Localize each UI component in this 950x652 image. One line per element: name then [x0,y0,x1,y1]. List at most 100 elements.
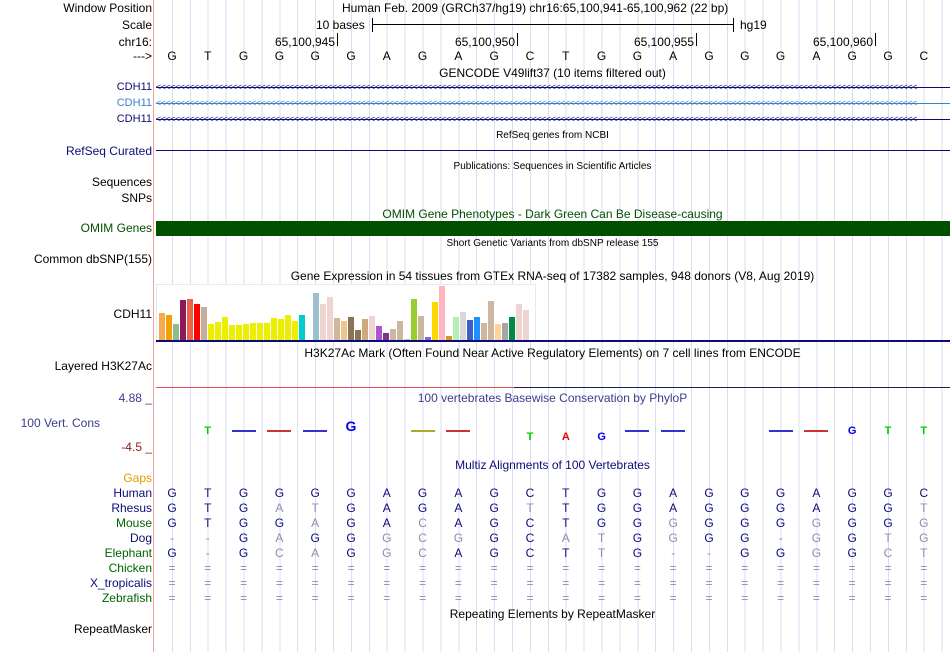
gtex-tissue-bar[interactable] [341,321,347,341]
gtex-tissue-bar[interactable] [376,326,382,341]
gtex-label[interactable]: CDH11 [113,307,152,321]
gtex-tissue-bar[interactable] [369,316,375,341]
gtex-tissue-bar[interactable] [215,321,221,341]
dbsnp-label[interactable]: Common dbSNP(155) [33,252,152,266]
refseq-label[interactable]: RefSeq Curated [65,144,152,158]
species-label[interactable]: Zebrafish [101,591,152,605]
aligned-base: - [170,531,174,545]
window-position[interactable]: Human Feb. 2009 (GRCh37/hg19) chr16:65,1… [342,1,729,15]
gtex-tissue-bar[interactable] [397,321,403,341]
gtex-tissue-bar[interactable] [467,320,473,341]
gtex-title[interactable]: Gene Expression in 54 tissues from GTEx … [290,269,815,283]
snps-label[interactable]: SNPs [121,191,152,205]
gtex-tissue-bar[interactable] [292,321,298,341]
gtex-tissue-bar[interactable] [222,316,228,341]
aligned-base: C [883,546,893,560]
species-label[interactable]: Chicken [108,561,152,575]
gtex-tissue-bar[interactable] [187,299,193,341]
gene-model[interactable]: <<<<<<<<<<<<<<<<<<<<<<<<<<<<<<<<<<<<<<<<… [156,113,950,125]
gtex-tissue-bar[interactable] [250,322,256,341]
gtex-tissue-bar[interactable] [509,316,515,341]
omim-title[interactable]: OMIM Gene Phenotypes - Dark Green Can Be… [382,207,723,221]
gene-label[interactable]: CDH11 [116,97,152,109]
gtex-tissue-bar[interactable] [516,304,522,341]
aligned-base: G [489,516,499,530]
gtex-tissue-bar[interactable] [313,293,319,341]
aligned-base: G [847,531,857,545]
gtex-tissue-bar[interactable] [159,312,165,341]
h3k27ac-label[interactable]: Layered H3K27Ac [54,359,152,373]
gtex-tissue-bar[interactable] [299,315,305,341]
h3k27ac-title[interactable]: H3K27Ac Mark (Often Found Near Active Re… [304,346,801,360]
gaps-label[interactable]: Gaps [123,471,152,485]
gtex-tissue-bar[interactable] [460,311,466,341]
gtex-tissue-bar[interactable] [320,304,326,341]
gtex-tissue-bar[interactable] [362,319,368,341]
species-label[interactable]: Mouse [115,516,152,530]
gene-label[interactable]: CDH11 [116,81,152,93]
gtex-tissue-bar[interactable] [474,316,480,341]
gencode-title[interactable]: GENCODE V49lift37 (10 items filtered out… [439,66,666,80]
omim-label[interactable]: OMIM Genes [80,221,152,235]
gtex-tissue-bar[interactable] [383,332,389,341]
gtex-tissue-bar[interactable] [495,323,501,341]
gtex-tissue-bar[interactable] [201,306,207,341]
gtex-tissue-bar[interactable] [439,286,445,341]
gtex-tissue-bar[interactable] [334,317,340,341]
repeatmasker-title[interactable]: Repeating Elements by RepeatMasker [449,607,656,621]
gtex-tissue-bar[interactable] [173,323,179,341]
gtex-tissue-bar[interactable] [180,299,186,341]
phylop-mark [625,430,650,432]
gtex-chart[interactable] [156,284,536,341]
gtex-tissue-bar[interactable] [208,323,214,341]
refseq-gene-line[interactable] [156,150,950,151]
gtex-tissue-bar[interactable] [278,319,284,341]
species-label[interactable]: Dog [129,531,152,545]
gtex-tissue-bar[interactable] [523,310,529,341]
gtex-tissue-bar[interactable] [257,322,263,341]
gtex-tissue-bar[interactable] [348,316,354,341]
gtex-tissue-bar[interactable] [425,337,431,341]
gtex-tissue-bar[interactable] [166,315,172,341]
aligned-base: G [167,516,177,530]
gtex-tissue-bar[interactable] [194,304,200,341]
gtex-tissue-bar[interactable] [432,301,438,341]
refseq-title[interactable]: RefSeq genes from NCBI [496,130,609,141]
gtex-tissue-bar[interactable] [418,316,424,341]
gtex-tissue-bar[interactable] [446,336,452,341]
species-label[interactable]: X_tropicalis [89,576,152,590]
gtex-tissue-bar[interactable] [502,322,508,341]
phylop-label[interactable]: 100 Vert. Cons [20,416,100,430]
aligned-base: C [525,516,535,530]
publications-title[interactable]: Publications: Sequences in Scientific Ar… [453,161,652,172]
multiz-title[interactable]: Multiz Alignments of 100 Vertebrates [455,458,650,472]
species-label[interactable]: Human [113,486,152,500]
gtex-tissue-bar[interactable] [271,317,277,341]
omim-feature[interactable] [156,221,950,236]
gene-model[interactable]: <<<<<<<<<<<<<<<<<<<<<<<<<<<<<<<<<<<<<<<<… [156,97,950,109]
gtex-tissue-bar[interactable] [411,299,417,341]
gtex-tissue-bar[interactable] [355,330,361,341]
gtex-tissue-bar[interactable] [488,300,494,341]
gtex-tissue-bar[interactable] [327,297,333,341]
gtex-tissue-bar[interactable] [229,325,235,341]
sequences-label[interactable]: Sequences [91,175,152,189]
gtex-tissue-bar[interactable] [481,322,487,341]
phylop-title[interactable]: 100 vertebrates Basewise Conservation by… [417,391,688,405]
gtex-tissue-bar[interactable] [453,316,459,341]
gene-label[interactable]: CDH11 [116,113,152,125]
aligned-base: = [598,561,606,575]
gtex-tissue-bar[interactable] [404,338,410,341]
gene-model[interactable]: <<<<<<<<<<<<<<<<<<<<<<<<<<<<<<<<<<<<<<<<… [156,81,950,93]
repeatmasker-label[interactable]: RepeatMasker [73,622,152,636]
scale-bar-tick [372,18,373,32]
gtex-tissue-bar[interactable] [390,328,396,341]
dbsnp-title[interactable]: Short Genetic Variants from dbSNP releas… [446,238,659,249]
gtex-tissue-bar[interactable] [236,325,242,341]
species-label[interactable]: Rhesus [111,501,152,515]
species-label[interactable]: Elephant [104,546,152,560]
base: G [740,49,750,63]
gtex-tissue-bar[interactable] [264,322,270,341]
gtex-tissue-bar[interactable] [285,315,291,341]
gtex-tissue-bar[interactable] [243,323,249,341]
